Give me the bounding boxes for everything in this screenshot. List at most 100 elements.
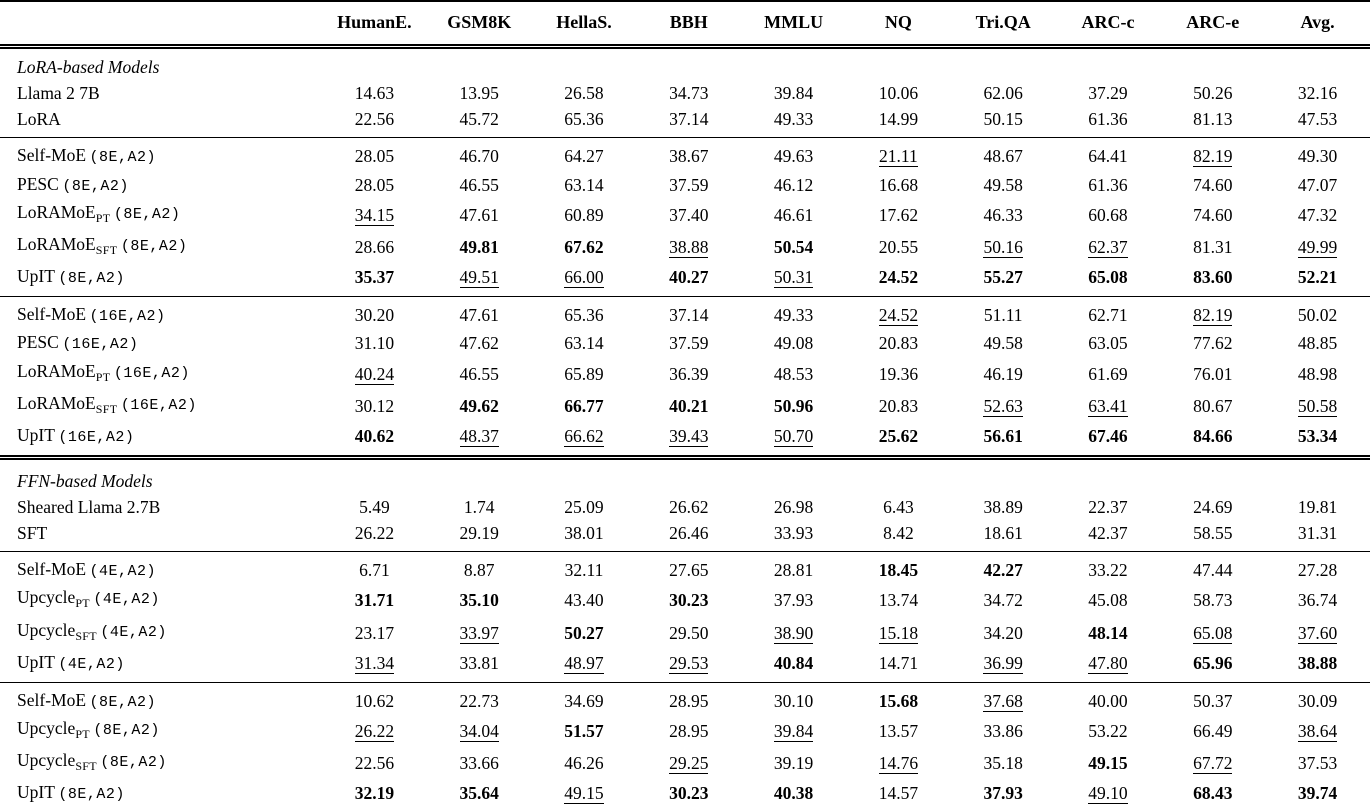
metric-value: 68.43 — [1193, 783, 1233, 804]
metric-value: 76.01 — [1193, 363, 1233, 384]
cell-self-moe-4e-a2-avg: 27.28 — [1265, 551, 1370, 585]
row-label: LoRAMoEPT (8E,A2) — [0, 199, 322, 231]
cell-upit-8e-a2-humane: 35.37 — [322, 264, 427, 297]
table-head: HumanE. GSM8K HellaS. BBH MMLU NQ Tri.QA ARC-c A… — [0, 1, 1370, 49]
cell-upit-4e-a2-bbh: 29.53 — [636, 649, 741, 682]
cell-loramoe-pt-16e-a2-arc-c: 61.69 — [1056, 358, 1161, 390]
metric-value: 52.63 — [983, 395, 1023, 417]
metric-value: 39.19 — [773, 753, 814, 774]
model-config: (16E,A2) — [86, 308, 166, 326]
metric-value: 35.37 — [354, 267, 395, 288]
column-header-hellas: HellaS. — [531, 1, 637, 49]
cell-self-moe-4e-a2-nq: 18.45 — [845, 551, 951, 585]
table-row-sft: SFT 26.22 29.19 38.01 26.46 33.93 8.42 18.61 42.… — [0, 521, 1370, 552]
cell-upit-4e-a2-gsm8k: 33.81 — [427, 649, 532, 682]
model-name: Upcycle — [17, 619, 76, 640]
row-label: UpcyclePT (4E,A2) — [0, 585, 322, 617]
cell-loramoe-pt-8e-a2-arc-e: 74.60 — [1160, 199, 1265, 231]
table-row-loramoe-sft-16e-a2: LoRAMoESFT (16E,A2) 30.12 49.62 66.77 40.21 5… — [0, 390, 1370, 422]
metric-value: 61.36 — [1088, 174, 1128, 195]
cell-pesc-16e-a2-arc-e: 77.62 — [1160, 330, 1265, 358]
cell-pesc-8e-a2-arc-c: 61.36 — [1056, 171, 1161, 199]
metric-value: 17.62 — [878, 204, 919, 225]
metric-value: 82.19 — [1193, 305, 1233, 327]
metric-value: 26.98 — [773, 497, 814, 518]
metric-value: 13.74 — [878, 590, 919, 611]
metric-value: 8.42 — [883, 523, 914, 544]
table-row-self-moe-16e-a2: Self-MoE (16E,A2) 30.20 47.61 65.36 37.14 49.… — [0, 296, 1370, 330]
model-name: UpIT — [17, 782, 55, 803]
metric-value: 47.61 — [459, 204, 499, 225]
cell-loramoe-sft-16e-a2-mmlu: 50.96 — [741, 390, 846, 422]
cell-loramoe-pt-16e-a2-humane: 40.24 — [322, 358, 427, 390]
metric-value: 80.67 — [1193, 395, 1233, 416]
metric-value: 62.37 — [1088, 236, 1128, 258]
metric-value: 46.12 — [773, 174, 814, 195]
model-name: PESC — [17, 332, 59, 353]
cell-upit-8e-a2-arc-c: 65.08 — [1056, 264, 1161, 297]
metric-value: 28.95 — [669, 721, 709, 741]
metric-value: 53.22 — [1088, 721, 1128, 741]
cell-upcycle-sft-8e-a2-tri-qa: 35.18 — [951, 748, 1056, 780]
table-row-self-moe-8e-a2: Self-MoE (8E,A2) 28.05 46.70 64.27 38.67 49.6… — [0, 137, 1370, 171]
cell-loramoe-sft-8e-a2-tri-qa: 50.16 — [951, 231, 1056, 263]
cell-upit-16e-a2-tri-qa: 56.61 — [951, 422, 1056, 457]
cell-pesc-8e-a2-bbh: 37.59 — [636, 171, 741, 199]
metric-value: 66.00 — [564, 267, 604, 289]
row-label: Sheared Llama 2.7B — [0, 494, 322, 520]
cell-loramoe-sft-8e-a2-nq: 20.55 — [846, 231, 951, 263]
metric-value: 20.55 — [878, 236, 919, 257]
cell-upcycle-sft-4e-a2-mmlu: 38.90 — [741, 617, 846, 649]
metric-value: 38.67 — [669, 146, 709, 167]
metric-value: 50.58 — [1297, 395, 1338, 417]
cell-upit-8e-a2-hellas: 66.00 — [532, 264, 637, 297]
metric-value: 50.26 — [1193, 83, 1233, 104]
cell-upit-16e-a2-hellas: 66.62 — [532, 422, 637, 457]
metric-value: 34.20 — [983, 622, 1023, 643]
row-label: SFT — [0, 521, 322, 552]
cell-llama-2-7b-nq: 10.06 — [846, 81, 951, 107]
metric-value: 50.15 — [983, 109, 1023, 130]
metric-value: 52.21 — [1297, 267, 1338, 288]
metric-value: 49.99 — [1297, 236, 1338, 258]
cell-loramoe-pt-16e-a2-mmlu: 48.53 — [741, 358, 846, 390]
cell-loramoe-sft-8e-a2-arc-e: 81.31 — [1160, 231, 1265, 263]
cell-loramoe-sft-16e-a2-nq: 20.83 — [846, 390, 951, 422]
table-row-upcycle-pt-8e-a2: UpcyclePT (8E,A2) 26.22 34.04 51.57 28.95 39.… — [0, 715, 1370, 747]
metric-value: 14.99 — [878, 109, 919, 130]
cell-upit-16e-a2-arc-e: 84.66 — [1160, 422, 1265, 457]
metric-value: 40.27 — [669, 267, 709, 288]
section-title-row-lora-based-models: LoRA-based Models — [0, 47, 1370, 81]
cell-self-moe-8e-a2-hellas: 64.27 — [531, 137, 637, 171]
metric-value: 45.72 — [459, 109, 499, 130]
table-row-upit-4e-a2: UpIT (4E,A2) 31.34 33.81 48.97 29.53 40.84 14.… — [0, 649, 1370, 682]
metric-value: 49.10 — [1088, 783, 1128, 805]
metric-value: 1.74 — [463, 497, 495, 518]
metric-value: 22.37 — [1088, 497, 1128, 518]
metric-value: 5.49 — [359, 497, 390, 518]
model-config: (8E,A2) — [54, 270, 125, 288]
column-header-avg: Avg. — [1265, 1, 1370, 49]
metric-value: 29.25 — [669, 753, 709, 775]
metric-value: 26.46 — [669, 523, 709, 544]
model-name: Upcycle — [17, 718, 76, 738]
cell-self-moe-16e-a2-hellas: 65.36 — [531, 296, 637, 330]
cell-pesc-8e-a2-avg: 47.07 — [1265, 171, 1370, 199]
metric-value: 65.36 — [564, 305, 604, 326]
metric-value: 34.73 — [669, 83, 709, 104]
cell-lora-avg: 47.53 — [1265, 107, 1370, 138]
model-name: Llama 2 7B — [17, 83, 100, 104]
cell-upit-8e-a2-bbh: 40.27 — [636, 264, 741, 297]
cell-loramoe-pt-16e-a2-gsm8k: 46.55 — [427, 358, 532, 390]
model-subscript: SFT — [75, 628, 97, 643]
cell-sheared-llama-2-7b-tri-qa: 38.89 — [951, 494, 1056, 520]
cell-upcycle-pt-8e-a2-arc-e: 66.49 — [1160, 715, 1265, 747]
table-row-loramoe-pt-16e-a2: LoRAMoEPT (16E,A2) 40.24 46.55 65.89 36.39 48… — [0, 358, 1370, 390]
metric-value: 33.93 — [773, 523, 814, 544]
metric-value: 30.12 — [354, 395, 395, 416]
metric-value: 8.87 — [463, 560, 495, 581]
cell-upcycle-sft-4e-a2-humane: 23.17 — [322, 617, 427, 649]
metric-value: 24.52 — [878, 267, 919, 288]
metric-value: 38.01 — [564, 523, 604, 544]
column-header-nq: NQ — [845, 1, 951, 49]
